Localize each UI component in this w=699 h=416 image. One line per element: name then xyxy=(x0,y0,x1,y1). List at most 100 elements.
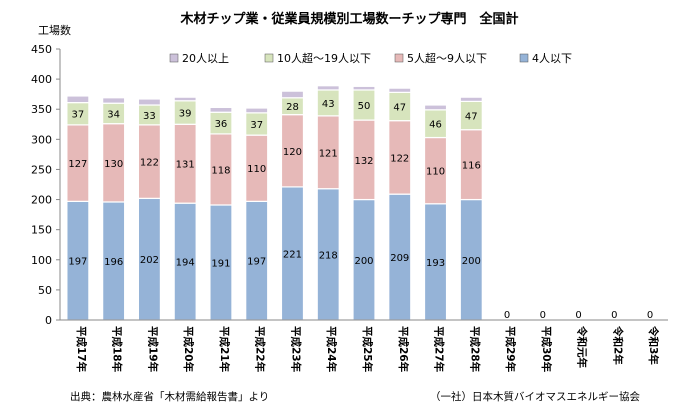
legend-swatch xyxy=(169,53,179,63)
data-label: 202 xyxy=(140,255,159,266)
data-label: 194 xyxy=(176,258,195,269)
bar-segment xyxy=(173,96,197,102)
bar-stack: 218 121 43 xyxy=(316,85,340,321)
source-note: 出典：農林水産省「木材需給報告書」より xyxy=(70,391,270,403)
bar-stack: 193 110 46 xyxy=(423,104,448,321)
y-tick-label: 400 xyxy=(31,73,52,86)
x-tick-label: 平成20年 xyxy=(182,326,195,373)
legend-label: 4人以下 xyxy=(532,52,572,65)
data-label: 37 xyxy=(72,110,85,121)
bar-stack: 197 110 37 xyxy=(245,107,269,321)
data-label: 110 xyxy=(247,164,266,175)
zero-label: 0 xyxy=(504,310,510,321)
legend-label: 20人以上 xyxy=(182,52,229,65)
data-label: 122 xyxy=(140,158,159,169)
data-label: 196 xyxy=(104,257,123,268)
data-label: 39 xyxy=(179,109,192,120)
legend-swatch xyxy=(519,53,529,63)
x-tick-label: 平成25年 xyxy=(361,326,374,373)
zero-label: 0 xyxy=(611,310,617,321)
legend: 20人以上 10人超〜19人以下 5人超〜9人以下 4人以下 xyxy=(169,51,572,65)
y-axis-label: 工場数 xyxy=(38,24,71,37)
bar-segment xyxy=(66,95,90,104)
x-tick-label: 平成26年 xyxy=(397,326,410,373)
y-tick-label: 50 xyxy=(38,284,52,297)
bar-segment xyxy=(280,90,305,99)
bar-stack: 0 xyxy=(611,310,617,321)
data-label: 200 xyxy=(462,256,481,267)
data-label: 127 xyxy=(68,159,87,170)
data-label: 43 xyxy=(322,99,335,110)
bar-segment xyxy=(102,97,126,104)
x-tick-label: 令和2年 xyxy=(611,325,624,365)
bar-segment xyxy=(316,85,340,91)
legend-item: 4人以下 xyxy=(519,52,572,65)
data-label: 191 xyxy=(211,258,230,269)
data-label: 120 xyxy=(283,147,302,158)
bar-stack: 0 xyxy=(504,310,510,321)
y-tick-label: 250 xyxy=(31,163,52,176)
legend-swatch xyxy=(394,53,404,63)
legend-swatch xyxy=(264,53,274,63)
data-label: 47 xyxy=(465,112,478,123)
data-label: 37 xyxy=(250,120,263,131)
x-tick-label: 平成29年 xyxy=(504,326,517,373)
data-label: 110 xyxy=(426,167,445,178)
data-label: 118 xyxy=(211,165,230,176)
data-label: 193 xyxy=(426,258,445,269)
data-label: 34 xyxy=(107,109,120,120)
bar-segment xyxy=(459,96,483,102)
bar-stack: 209 122 47 xyxy=(388,87,412,321)
bar-stack: 0 xyxy=(647,310,653,321)
y-tick-label: 350 xyxy=(31,103,52,116)
data-label: 130 xyxy=(104,159,123,170)
y-tick-label: 200 xyxy=(31,194,52,207)
bar-stack: 0 xyxy=(575,310,581,321)
bar-segment xyxy=(137,98,162,106)
data-label: 197 xyxy=(68,257,87,268)
y-tick-label: 100 xyxy=(31,254,52,267)
bar-stack: 194 131 39 xyxy=(173,96,197,321)
bar-stack: 202 122 33 xyxy=(137,98,162,321)
x-axis: 平成17年 平成18年 平成19年 平成20年 平成21年 平成22年 平成23年 平成24年… xyxy=(60,319,668,373)
x-tick-label: 平成27年 xyxy=(433,326,446,373)
legend-label: 5人超〜9人以下 xyxy=(407,51,487,65)
legend-item: 5人超〜9人以下 xyxy=(394,51,487,65)
x-tick-label: 平成21年 xyxy=(218,326,231,373)
zero-label: 0 xyxy=(575,310,581,321)
data-label: 122 xyxy=(390,153,409,164)
x-tick-label: 令和元年 xyxy=(576,325,589,368)
y-axis: 0 50 100 150 200 250 300 350 400 450 xyxy=(31,43,61,327)
data-label: 200 xyxy=(354,256,373,267)
y-tick-label: 0 xyxy=(45,314,52,327)
zero-label: 0 xyxy=(647,310,653,321)
data-label: 47 xyxy=(393,103,406,114)
bar-segment xyxy=(388,87,412,93)
x-tick-label: 平成23年 xyxy=(289,326,302,373)
x-tick-label: 平成30年 xyxy=(540,326,553,373)
bar-stack: 196 130 34 xyxy=(102,97,126,321)
data-label: 116 xyxy=(462,161,481,172)
bar-stack: 191 118 36 xyxy=(209,106,233,321)
x-tick-label: 平成18年 xyxy=(111,326,124,373)
data-label: 36 xyxy=(215,119,228,130)
x-tick-label: 平成28年 xyxy=(468,326,481,373)
y-tick-label: 450 xyxy=(31,43,52,56)
bar-segment xyxy=(352,85,376,91)
x-tick-label: 令和3年 xyxy=(647,325,660,365)
chart-title: 木材チップ業・従業員規模別工場数ーチップ専門 全国計 xyxy=(180,12,519,27)
x-tick-label: 平成22年 xyxy=(254,326,267,373)
data-label: 218 xyxy=(319,250,338,261)
bar-segment xyxy=(245,107,269,114)
data-label: 132 xyxy=(354,156,373,167)
data-label: 221 xyxy=(283,249,302,260)
data-label: 121 xyxy=(319,148,338,159)
data-label: 46 xyxy=(429,120,442,131)
data-label: 33 xyxy=(143,111,156,122)
bar-stack: 0 xyxy=(540,310,546,321)
data-label: 50 xyxy=(358,101,371,112)
x-tick-label: 平成24年 xyxy=(325,326,338,373)
bar-stack: 200 132 50 xyxy=(352,85,376,321)
bar-stack: 197 127 37 xyxy=(66,95,90,321)
